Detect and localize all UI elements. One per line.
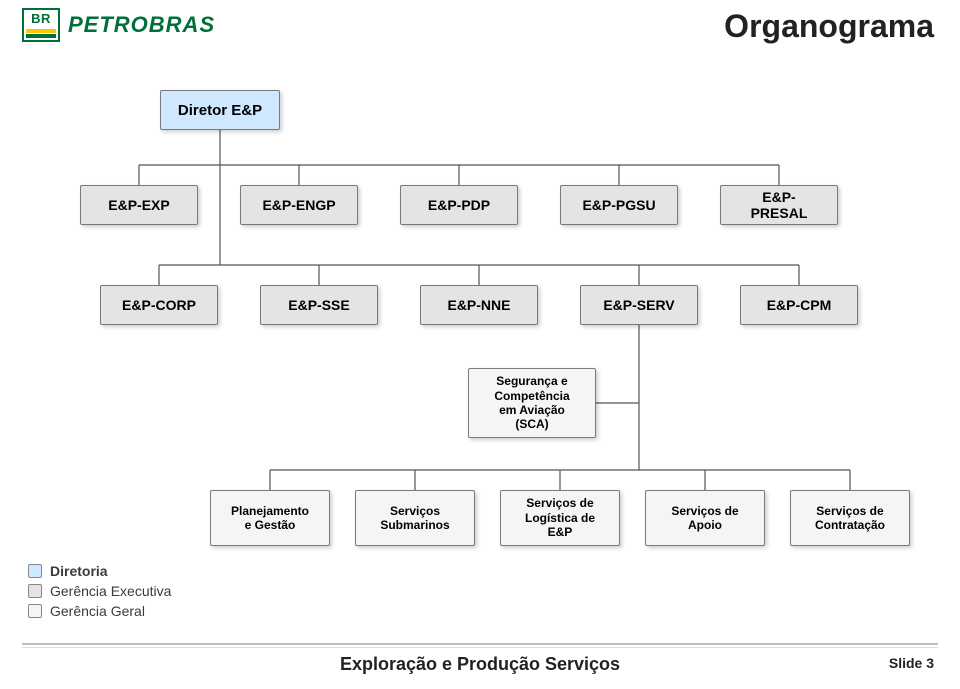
footer-slide-number: Slide 3	[889, 655, 934, 671]
legend-item: Gerência Executiva	[28, 583, 171, 599]
brand-logo: BR PETROBRAS	[22, 8, 215, 42]
org-presal: E&P- PRESAL	[720, 185, 838, 225]
legend-swatch	[28, 564, 42, 578]
org-director: Diretor E&P	[160, 90, 280, 130]
page-title: Organograma	[724, 8, 934, 45]
legend-swatch	[28, 584, 42, 598]
org-corp: E&P-CORP	[100, 285, 218, 325]
legend-swatch	[28, 604, 42, 618]
org-nne: E&P-NNE	[420, 285, 538, 325]
legend-label: Gerência Executiva	[50, 583, 171, 599]
org-serv: E&P-SERV	[580, 285, 698, 325]
org-engp: E&P-ENGP	[240, 185, 358, 225]
org-sca: Segurança e Competência em Aviação (SCA)	[468, 368, 596, 438]
brand-bar-1	[26, 29, 56, 33]
legend-label: Gerência Geral	[50, 603, 145, 619]
org-pdp: E&P-PDP	[400, 185, 518, 225]
legend-item: Gerência Geral	[28, 603, 171, 619]
footer-divider	[22, 643, 938, 645]
org-con: Serviços de Contratação	[790, 490, 910, 546]
org-exp: E&P-EXP	[80, 185, 198, 225]
brand-badge: BR	[22, 8, 60, 42]
legend: Diretoria Gerência Executiva Gerência Gera…	[28, 559, 171, 619]
org-sub: Serviços Submarinos	[355, 490, 475, 546]
org-sse: E&P-SSE	[260, 285, 378, 325]
org-log: Serviços de Logística de E&P	[500, 490, 620, 546]
org-cpm: E&P-CPM	[740, 285, 858, 325]
org-pg: Planejamento e Gestão	[210, 490, 330, 546]
slide: BR PETROBRAS Organograma Diretoria Gerênc…	[0, 0, 960, 689]
footer-center: Exploração e Produção Serviços	[0, 654, 960, 675]
brand-initials: BR	[26, 12, 56, 25]
brand-bar-2	[26, 34, 56, 38]
legend-item: Diretoria	[28, 563, 171, 579]
org-apo: Serviços de Apoio	[645, 490, 765, 546]
legend-label: Diretoria	[50, 563, 108, 579]
org-pgsu: E&P-PGSU	[560, 185, 678, 225]
brand-wordmark: PETROBRAS	[68, 12, 215, 38]
